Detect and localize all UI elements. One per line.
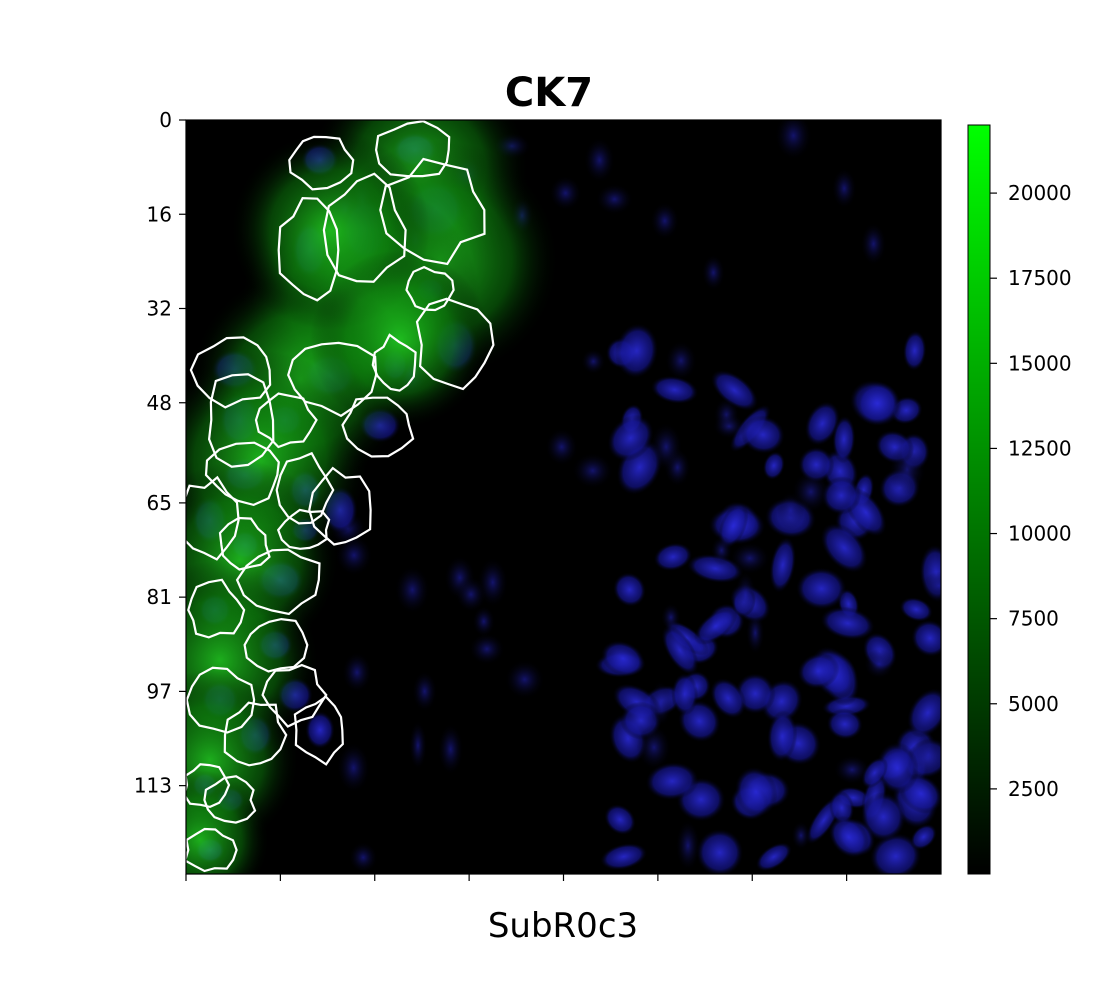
colorbar-tick-label: 5000	[1008, 692, 1059, 716]
x-axis	[185, 874, 848, 881]
y-tick-label: 97	[147, 679, 172, 703]
image-panel	[186, 120, 941, 874]
colorbar-ticks: 2500 5000 7500 10000 12500 15000 17500 20000	[990, 181, 1072, 801]
segmentation-outlines	[186, 120, 495, 873]
y-tick-label: 113	[134, 774, 172, 798]
y-tick-label: 65	[147, 491, 172, 515]
colorbar-tick-label: 17500	[1008, 266, 1072, 290]
colorbar-tick-label: 12500	[1008, 436, 1072, 460]
x-axis-label: SubR0c3	[488, 906, 638, 946]
chart-title: CK7	[505, 70, 593, 116]
colorbar: 2500 5000 7500 10000 12500 15000 17500 20000	[967, 124, 1072, 875]
y-tick-label: 0	[159, 108, 172, 132]
colorbar-tick-label: 20000	[1008, 181, 1072, 205]
colorbar-tick-label: 10000	[1008, 522, 1072, 546]
y-tick-label: 48	[147, 391, 172, 415]
y-axis: 0 16 32 48 65 81 97 113	[134, 108, 186, 798]
y-tick-label: 81	[147, 585, 172, 609]
colorbar-gradient	[967, 124, 991, 875]
colorbar-tick-label: 7500	[1008, 607, 1059, 631]
colorbar-tick-label: 2500	[1008, 777, 1059, 801]
y-tick-label: 16	[147, 202, 172, 226]
y-tick-label: 32	[147, 297, 172, 321]
colorbar-tick-label: 15000	[1008, 351, 1072, 375]
